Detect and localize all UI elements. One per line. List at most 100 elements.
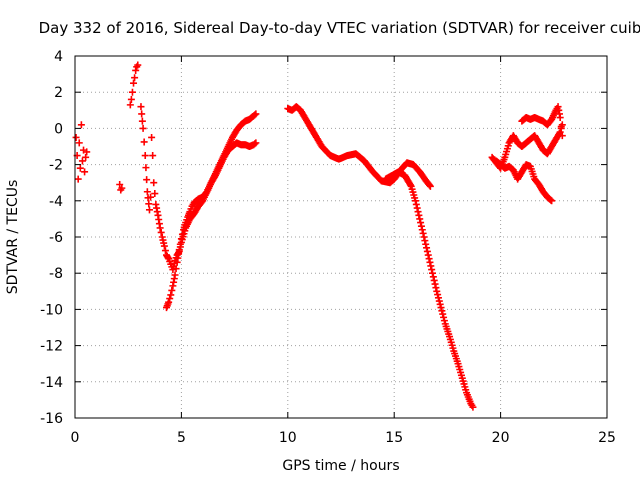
data-point bbox=[440, 313, 448, 321]
data-point bbox=[132, 66, 140, 74]
data-point bbox=[412, 200, 420, 208]
data-point bbox=[418, 226, 426, 234]
series-pass-9 bbox=[492, 157, 556, 205]
x-tick-label: 0 bbox=[71, 430, 80, 446]
data-point bbox=[423, 244, 431, 252]
data-point bbox=[143, 176, 151, 184]
data-point bbox=[251, 111, 259, 119]
series-pass-2 bbox=[116, 181, 126, 194]
x-tick-label: 10 bbox=[279, 430, 297, 446]
data-point bbox=[556, 128, 564, 136]
x-axis-label: GPS time / hours bbox=[282, 458, 399, 474]
data-point bbox=[426, 182, 434, 190]
data-point bbox=[433, 287, 441, 295]
data-point bbox=[72, 133, 80, 141]
data-point bbox=[161, 247, 169, 255]
data-point bbox=[140, 138, 148, 146]
grid bbox=[75, 56, 607, 418]
data-point bbox=[138, 110, 146, 118]
data-point bbox=[149, 152, 157, 160]
data-point bbox=[439, 310, 447, 318]
data-point bbox=[252, 110, 260, 118]
data-point bbox=[548, 197, 556, 205]
data-point bbox=[436, 300, 444, 308]
y-tick-label: 2 bbox=[54, 85, 63, 101]
y-tick-label: 4 bbox=[54, 49, 63, 65]
data-point bbox=[431, 280, 439, 288]
data-point bbox=[157, 228, 165, 236]
data-point bbox=[145, 206, 153, 214]
data-point bbox=[415, 211, 423, 219]
data-point bbox=[411, 197, 419, 205]
data-point bbox=[77, 121, 85, 129]
data-point bbox=[429, 273, 437, 281]
y-tick-label: -8 bbox=[49, 266, 63, 282]
data-point bbox=[141, 152, 149, 160]
data-point bbox=[426, 181, 434, 189]
data-point bbox=[165, 298, 173, 306]
y-tick-label: -12 bbox=[40, 339, 63, 355]
series-pass-3 bbox=[126, 61, 142, 109]
data-point bbox=[82, 153, 90, 161]
data-point bbox=[420, 233, 428, 241]
data-point bbox=[118, 184, 126, 192]
series-pass-10 bbox=[518, 103, 566, 140]
data-point bbox=[422, 240, 430, 248]
data-point bbox=[76, 164, 84, 172]
data-point bbox=[177, 235, 185, 243]
data-point bbox=[251, 140, 259, 148]
data-point bbox=[557, 123, 565, 131]
data-point bbox=[142, 164, 150, 172]
series-pass-7 bbox=[382, 168, 477, 411]
data-point bbox=[435, 297, 443, 305]
y-tick-label: -10 bbox=[40, 302, 63, 318]
data-point bbox=[425, 255, 433, 263]
y-tick-label: -2 bbox=[49, 158, 63, 174]
data-point bbox=[176, 240, 184, 248]
y-tick-label: -14 bbox=[40, 375, 63, 391]
series-pass-6 bbox=[284, 103, 434, 190]
data-point bbox=[148, 133, 156, 141]
data-point bbox=[168, 286, 176, 294]
data-point bbox=[74, 175, 82, 183]
data-point bbox=[252, 139, 260, 147]
data-point bbox=[75, 139, 83, 147]
data-point bbox=[128, 88, 136, 96]
data-point bbox=[83, 148, 91, 156]
data-point bbox=[78, 157, 86, 165]
data-point bbox=[413, 204, 421, 212]
data-point bbox=[167, 291, 175, 299]
data-point bbox=[438, 307, 446, 315]
data-points bbox=[72, 61, 566, 411]
data-point bbox=[430, 276, 438, 284]
data-point bbox=[145, 200, 153, 208]
data-point bbox=[150, 179, 158, 187]
data-point bbox=[419, 229, 427, 237]
data-point bbox=[139, 124, 147, 132]
y-tick-label: -16 bbox=[40, 411, 63, 427]
data-point bbox=[127, 95, 135, 103]
data-point bbox=[172, 265, 180, 273]
data-point bbox=[469, 403, 477, 411]
data-point bbox=[417, 222, 425, 230]
data-point bbox=[432, 284, 440, 292]
chart-title: Day 332 of 2016, Sidereal Day-to-day VTE… bbox=[39, 19, 640, 37]
data-point bbox=[178, 230, 186, 238]
data-point bbox=[437, 304, 445, 312]
x-tick-label: 20 bbox=[492, 430, 510, 446]
data-point bbox=[434, 294, 442, 302]
data-point bbox=[116, 181, 124, 189]
data-point bbox=[423, 247, 431, 255]
data-point bbox=[151, 190, 159, 198]
x-tick-label: 25 bbox=[598, 430, 616, 446]
data-point bbox=[81, 168, 89, 176]
data-point bbox=[414, 208, 422, 216]
data-point bbox=[131, 74, 139, 82]
data-point bbox=[137, 103, 145, 111]
series-pass-1 bbox=[72, 121, 91, 183]
data-point bbox=[417, 219, 425, 227]
series-pass-5 bbox=[163, 110, 260, 312]
y-axis-label: SDTVAR / TECUs bbox=[5, 180, 21, 295]
